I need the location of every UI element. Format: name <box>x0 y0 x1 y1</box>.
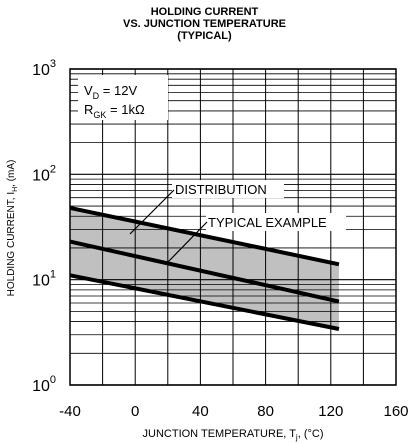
distribution-leader-line <box>129 189 175 235</box>
x-tick-label: 160 <box>383 403 408 420</box>
x-tick-label: 120 <box>318 403 343 420</box>
x-tick-label: 40 <box>192 403 209 420</box>
condition-rgk: RGK = 1kΩ <box>84 102 145 120</box>
distribution-band <box>70 207 339 330</box>
x-tick-label: 0 <box>131 403 139 420</box>
plot-frame <box>69 68 397 386</box>
chart-title-line-3: (TYPICAL) <box>177 30 232 42</box>
conditions-box <box>78 75 168 120</box>
distribution-label-bg <box>172 180 284 198</box>
series-line-3 <box>69 273 340 331</box>
series-line-1 <box>69 205 340 267</box>
x-axis-label: JUNCTION TEMPERATURE, Tj, (°C) <box>143 428 324 442</box>
series-line-2 <box>69 239 340 304</box>
y-tick-label: 102 <box>32 163 56 184</box>
y-tick-label: 100 <box>32 374 56 395</box>
distribution-label: DISTRIBUTION <box>175 182 267 197</box>
typical-label-bg <box>206 213 346 231</box>
y-axis-label: HOLDING CURRENT, IH, (mA) <box>6 160 19 297</box>
typical-example-label: TYPICAL EXAMPLE <box>208 215 327 230</box>
x-tick-label: 80 <box>257 403 274 420</box>
typical-leader-line <box>167 221 208 263</box>
chart-title-line-1: HOLDING CURRENT <box>150 6 259 18</box>
chart-title-line-2: VS. JUNCTION TEMPERATURE <box>123 18 286 30</box>
y-tick-label: 103 <box>32 58 56 79</box>
condition-vd: VD = 12V <box>84 83 137 101</box>
y-tick-label: 101 <box>32 269 56 290</box>
x-tick-label: -40 <box>59 403 81 420</box>
